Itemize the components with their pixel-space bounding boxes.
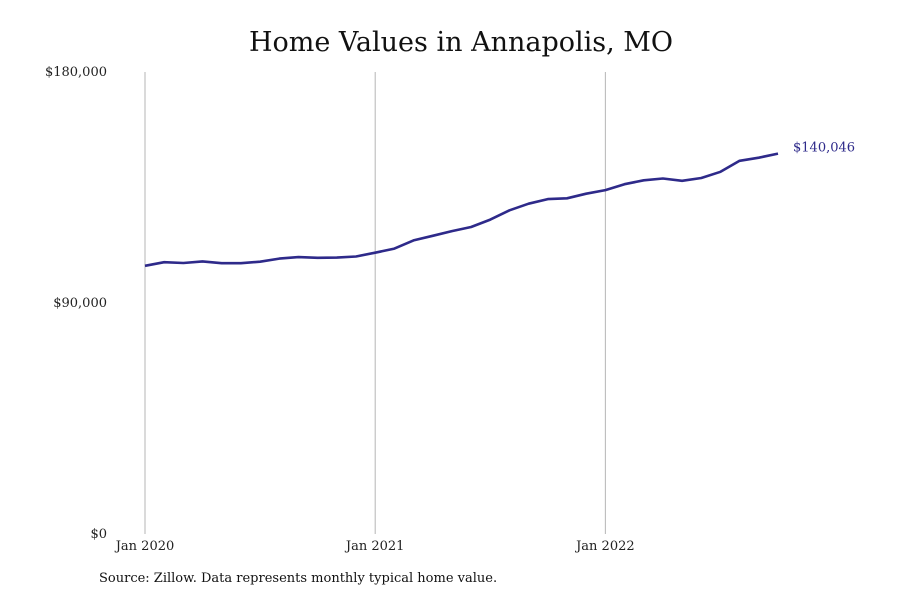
y-tick-label: $180,000: [45, 65, 107, 80]
x-tick-label: Jan 2020: [114, 539, 175, 554]
x-axis-ticks: Jan 2020 Jan 2021 Jan 2022: [114, 539, 635, 554]
y-tick-label: $0: [90, 527, 107, 542]
source-note: Source: Zillow. Data represents monthly …: [99, 571, 498, 586]
gridlines: [144, 72, 606, 534]
x-tick-label: Jan 2022: [574, 539, 635, 554]
last-value-label: $140,046: [793, 141, 855, 156]
y-axis-ticks: $0 $90,000 $180,000: [45, 65, 107, 542]
x-tick-label: Jan 2021: [344, 539, 405, 554]
y-tick-label: $90,000: [53, 296, 107, 311]
series-line: [144, 152, 779, 268]
chart-title: Home Values in Annapolis, MO: [249, 27, 673, 58]
